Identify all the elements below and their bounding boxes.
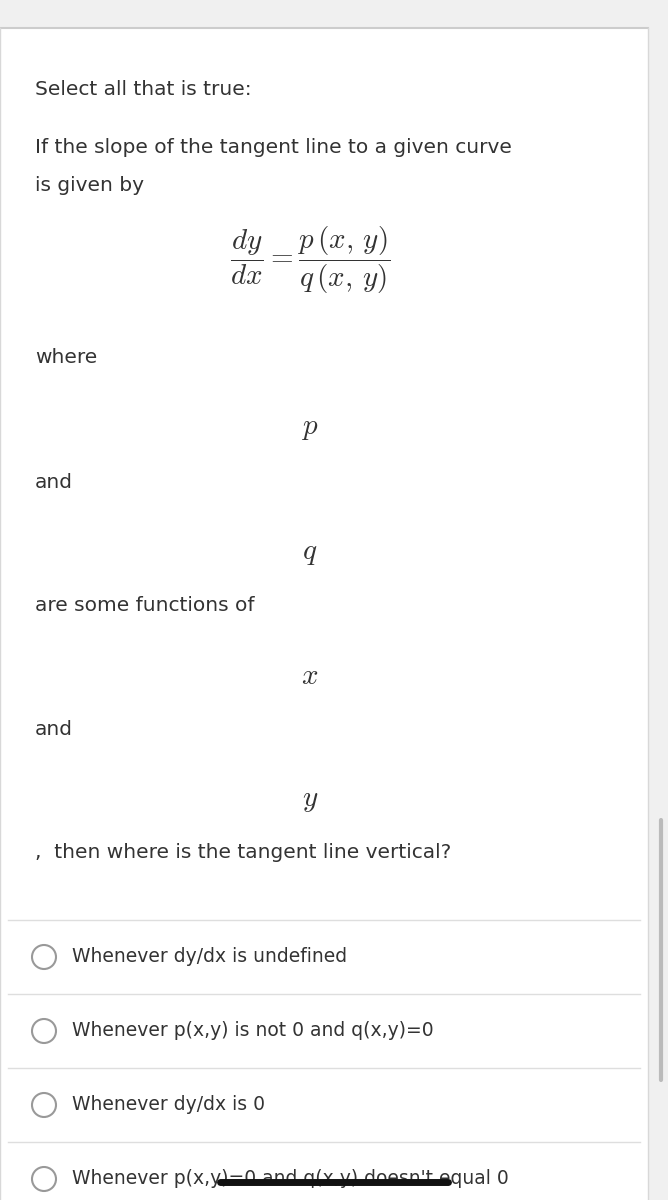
- Text: is given by: is given by: [35, 176, 144, 194]
- Text: Whenever p(x,y)=0 and q(x,y) doesn't equal 0: Whenever p(x,y)=0 and q(x,y) doesn't equ…: [72, 1170, 509, 1188]
- Text: Select all that is true:: Select all that is true:: [35, 80, 252, 98]
- Text: ,  then where is the tangent line vertical?: , then where is the tangent line vertica…: [35, 842, 452, 862]
- Text: Whenever dy/dx is 0: Whenever dy/dx is 0: [72, 1096, 265, 1115]
- Text: are some functions of: are some functions of: [35, 596, 255, 614]
- Text: and: and: [35, 473, 73, 492]
- Text: $q$: $q$: [303, 539, 318, 566]
- Text: $y$: $y$: [302, 786, 318, 814]
- Text: $\dfrac{dy}{dx} = \dfrac{p\,(x,\,y)}{q\,(x,\,y)}$: $\dfrac{dy}{dx} = \dfrac{p\,(x,\,y)}{q\,…: [230, 224, 390, 295]
- Text: $x$: $x$: [301, 662, 319, 690]
- Text: and: and: [35, 720, 73, 739]
- Text: Whenever p(x,y) is not 0 and q(x,y)=0: Whenever p(x,y) is not 0 and q(x,y)=0: [72, 1021, 434, 1040]
- Text: Whenever dy/dx is undefined: Whenever dy/dx is undefined: [72, 948, 347, 966]
- Text: where: where: [35, 348, 98, 367]
- Text: $p$: $p$: [301, 414, 319, 442]
- Text: If the slope of the tangent line to a given curve: If the slope of the tangent line to a gi…: [35, 138, 512, 157]
